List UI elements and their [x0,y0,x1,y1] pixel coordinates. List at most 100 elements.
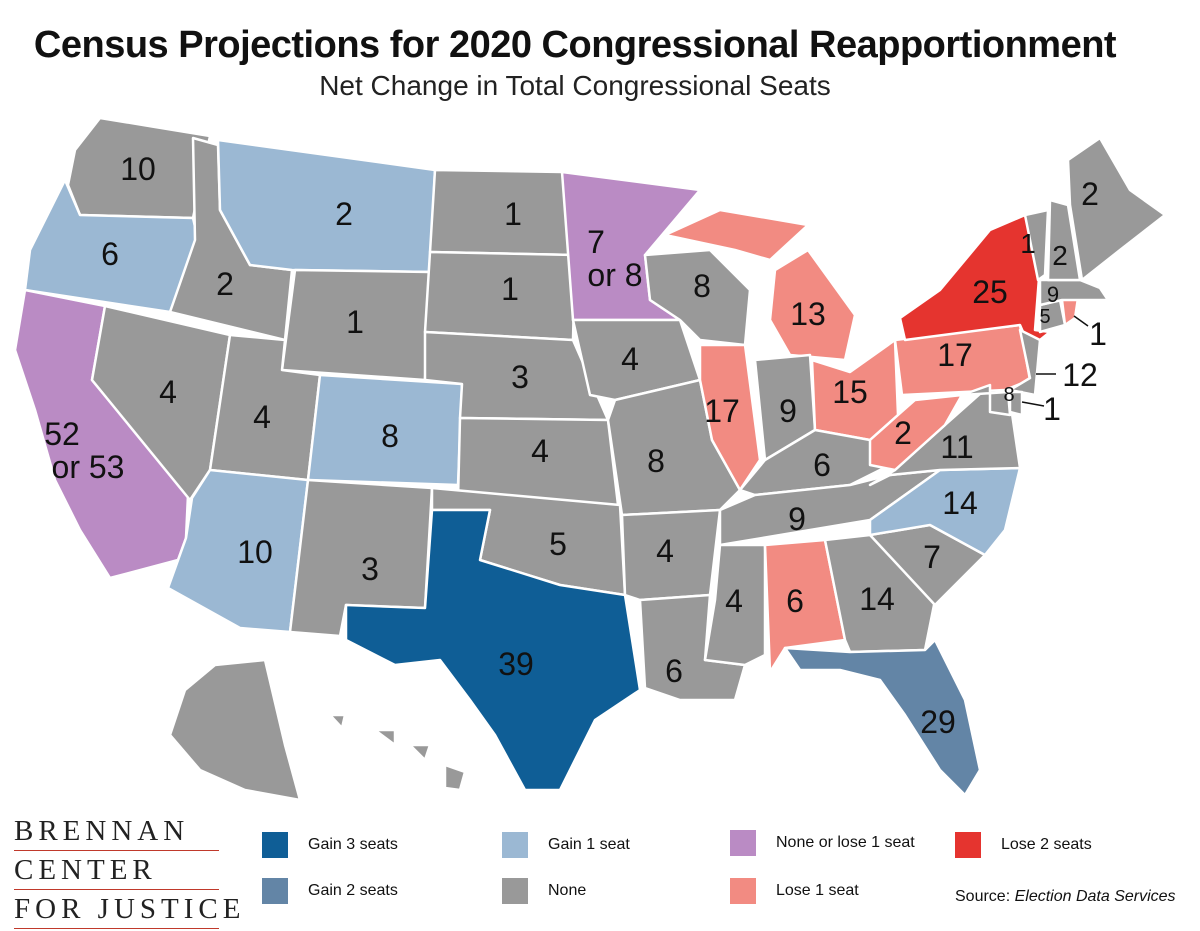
label-pa: 17 [937,337,973,373]
label-co: 8 [381,418,399,454]
label-nj: 12 [1062,357,1098,393]
label-oh: 15 [832,374,868,410]
legend-label-none-or-lose1: None or lose 1 seat [776,834,915,851]
legend-item-gain3: Gain 3 seats [262,832,398,858]
state-nh[interactable] [1046,198,1082,282]
legend-label-gain2: Gain 2 seats [308,882,398,899]
source-prefix: Source: [955,888,1015,905]
logo-line-1: BRENNAN [14,815,190,847]
legend-label-gain3: Gain 3 seats [308,836,398,853]
label-nh: 2 [1052,240,1068,271]
callout-line-ri [1073,315,1089,327]
label-ia: 4 [621,341,639,377]
label-va: 11 [940,429,973,465]
label-ut: 4 [253,399,271,435]
label-ne: 3 [511,359,529,395]
legend-swatch-lose2 [955,832,981,858]
label-al: 6 [786,583,804,619]
state-md[interactable] [960,383,1012,417]
legend-item-none-or-lose1: None or lose 1 seat [730,830,915,856]
label-md: 8 [1003,384,1014,406]
label-tx: 39 [498,646,534,682]
label-wv: 2 [894,415,912,451]
label-sd: 1 [501,271,519,307]
label-ca-line1: 52 [44,416,80,452]
legend-item-gain1: Gain 1 seat [502,832,630,858]
legend-swatch-none-or-lose1 [730,830,756,856]
state-vt[interactable] [1023,208,1050,282]
state-ri[interactable] [1060,296,1080,327]
label-de: 1 [1043,391,1061,427]
label-or: 6 [101,236,119,272]
state-la[interactable] [638,593,747,702]
legend-swatch-none [502,878,528,904]
state-sd[interactable] [423,250,577,342]
legend-swatch-gain3 [262,832,288,858]
label-tn: 9 [788,501,806,537]
callout-line-de [1021,401,1045,407]
label-ct: 5 [1039,306,1050,328]
logo-line-2: CENTER [14,854,157,886]
legend-swatch-gain1 [502,832,528,858]
label-wi: 8 [693,268,711,304]
state-tx[interactable] [344,508,642,792]
label-az: 10 [237,534,273,570]
label-ny: 25 [972,274,1008,310]
label-ar: 4 [656,533,674,569]
label-ri: 1 [1089,316,1107,352]
legend-swatch-lose1 [730,878,756,904]
label-ks: 4 [531,433,549,469]
legend-label-lose1: Lose 1 seat [776,882,859,899]
label-la: 6 [665,653,683,689]
state-fl[interactable] [783,638,982,797]
label-vt: 1 [1020,228,1036,259]
label-nc: 14 [942,485,978,521]
label-ca-line2: or 53 [52,449,125,485]
state-me[interactable] [1066,136,1167,282]
state-ak[interactable] [168,658,302,802]
label-mo: 8 [647,443,665,479]
legend-item-lose2: Lose 2 seats [955,832,1092,858]
label-mt: 2 [335,196,353,232]
logo-divider [14,850,219,851]
state-wi[interactable] [643,248,752,347]
label-fl: 29 [920,704,956,740]
label-sc: 7 [923,539,941,575]
legend-label-none: None [548,882,587,899]
state-nd[interactable] [428,168,577,257]
state-mt[interactable] [216,138,437,274]
label-ma: 9 [1047,282,1059,307]
label-in: 9 [779,393,797,429]
legend-item-gain2: Gain 2 seats [262,878,398,904]
label-id: 2 [216,266,234,302]
logo-line-3: FOR JUSTICE [14,893,246,925]
source-note: Source: Election Data Services [955,888,1176,906]
label-ky: 6 [813,447,831,483]
label-ok: 5 [549,526,567,562]
label-nv: 4 [159,374,177,410]
label-mi: 13 [790,296,826,332]
legend-item-lose1: Lose 1 seat [730,878,859,904]
label-me: 2 [1081,176,1099,212]
page-subtitle: Net Change in Total Congressional Seats [319,70,831,101]
brennan-center-logo: BRENNAN CENTER FOR JUSTICE [14,814,246,931]
source-name: Election Data Services [1014,888,1176,905]
legend-item-none: None [502,878,586,904]
state-mi[interactable] [663,208,857,362]
state-al[interactable] [763,538,847,674]
state-ny[interactable] [898,213,1052,350]
legend-swatch-gain2 [262,878,288,904]
legend-label-lose2: Lose 2 seats [1001,836,1092,853]
state-hi[interactable] [328,713,467,792]
state-wv[interactable] [868,393,964,472]
label-wa: 10 [120,151,156,187]
label-nd: 1 [504,196,522,232]
logo-divider [14,889,219,890]
label-ga: 14 [859,581,895,617]
label-wy: 1 [346,304,364,340]
label-il: 17 [704,393,740,429]
label-ms: 4 [725,583,743,619]
label-nm: 3 [361,551,379,587]
logo-divider [14,928,219,929]
